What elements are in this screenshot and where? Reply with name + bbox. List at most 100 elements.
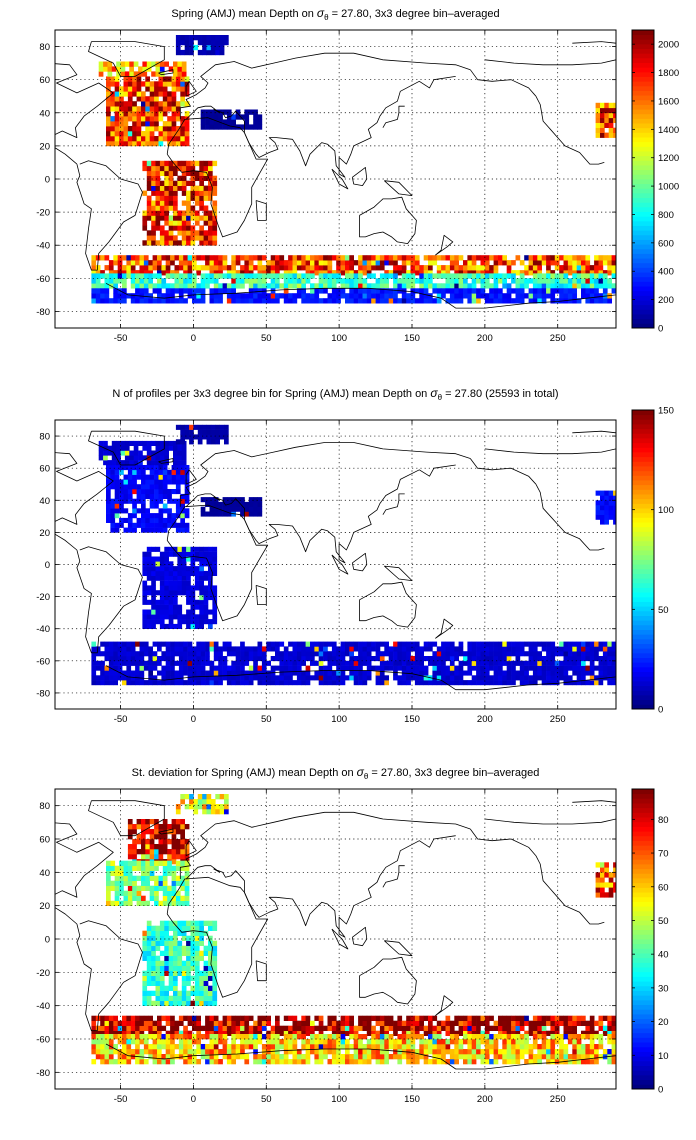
bin-cell — [515, 660, 521, 666]
bin-cell — [511, 1025, 516, 1031]
bin-cell — [541, 675, 547, 681]
bin-cell — [180, 854, 185, 860]
bin-cell — [340, 288, 346, 294]
bin-cell — [159, 230, 165, 236]
y-tick-label: 0 — [45, 560, 50, 571]
bin-cell — [340, 660, 346, 666]
bin-cell — [248, 665, 254, 671]
bin-cell — [244, 119, 250, 125]
bin-cell — [145, 484, 150, 490]
bin-cell — [301, 1020, 306, 1026]
bin-cell — [212, 970, 218, 976]
bin-cell — [353, 1044, 359, 1050]
bin-cell — [126, 665, 132, 671]
bin-cell — [388, 1044, 394, 1050]
bin-cell — [224, 439, 229, 445]
bin-cell — [135, 651, 140, 657]
bin-cell — [151, 61, 156, 67]
bin-cell — [192, 1015, 197, 1021]
bin-cell — [130, 298, 136, 304]
bin-cell — [283, 1059, 289, 1065]
bin-cell — [162, 91, 168, 97]
bin-cell — [175, 49, 181, 56]
bin-cell — [171, 880, 177, 886]
bin-cell — [171, 498, 177, 504]
bin-cell — [222, 660, 228, 666]
bin-cell — [168, 180, 174, 186]
bin-cell — [261, 270, 267, 276]
bin-cell — [154, 854, 159, 860]
bin-cell — [244, 1039, 250, 1045]
bin-cell — [336, 680, 341, 686]
bin-cell — [190, 570, 196, 576]
bin-cell — [502, 641, 507, 647]
bin-cell — [142, 190, 148, 196]
bin-cell — [436, 1020, 442, 1026]
bin-cell — [235, 680, 241, 686]
bin-cell — [213, 501, 219, 507]
bin-cell — [104, 298, 110, 304]
bin-cell — [173, 440, 178, 446]
bin-cell — [248, 270, 254, 276]
y-tick-label: -60 — [36, 656, 50, 667]
bin-cell — [449, 651, 455, 657]
bin-cell — [206, 434, 212, 440]
bin-cell — [100, 1015, 105, 1021]
bin-cell — [146, 175, 152, 181]
bin-cell — [127, 116, 133, 122]
bin-cell — [226, 1059, 232, 1065]
bin-cell — [519, 293, 525, 299]
bin-cell — [126, 273, 132, 279]
bin-cell — [331, 675, 337, 681]
bin-cell — [283, 1015, 289, 1021]
bin-cell — [428, 1015, 433, 1021]
bin-cell — [226, 288, 232, 294]
bin-cell — [397, 1020, 403, 1026]
bin-cell — [184, 885, 190, 891]
bin-cell — [212, 585, 218, 591]
bin-cell — [203, 170, 209, 176]
bin-cell — [170, 1039, 175, 1045]
bin-cell — [155, 200, 161, 206]
bin-cell — [541, 680, 547, 686]
bin-cell — [180, 517, 185, 523]
bin-cell — [511, 1054, 516, 1060]
bin-cell — [194, 215, 200, 221]
bin-cell — [167, 517, 172, 523]
bin-cell — [114, 484, 120, 490]
bin-cell — [157, 660, 162, 666]
bin-cell — [152, 298, 158, 304]
bin-cell — [177, 580, 183, 586]
bin-cell — [248, 675, 254, 681]
bin-cell — [151, 180, 156, 186]
bin-cell — [151, 440, 156, 446]
bin-cell — [353, 641, 359, 647]
bin-cell — [210, 424, 216, 430]
bin-cell — [275, 283, 280, 289]
bin-cell — [194, 975, 200, 981]
bin-cell — [180, 86, 185, 92]
bin-cell — [141, 498, 146, 504]
bin-cell — [139, 1025, 145, 1031]
bin-cell — [171, 126, 177, 132]
bin-cell — [301, 1025, 306, 1031]
bin-cell — [537, 1025, 542, 1031]
bin-cell — [127, 111, 133, 117]
bin-cell — [613, 127, 616, 133]
bin-cell — [177, 561, 183, 567]
bin-cell — [428, 283, 433, 289]
bin-cell — [184, 479, 190, 485]
bin-cell — [106, 890, 111, 896]
bin-cell — [266, 1020, 271, 1026]
bin-cell — [393, 298, 398, 304]
y-tick-label: 80 — [39, 432, 50, 443]
bin-cell — [371, 665, 376, 671]
bin-cell — [205, 1030, 210, 1036]
bin-cell — [155, 975, 161, 981]
bin-cell — [576, 260, 582, 266]
bin-cell — [480, 260, 486, 266]
bin-cell — [149, 86, 155, 92]
bin-cell — [199, 590, 204, 596]
bin-cell — [175, 424, 181, 430]
bin-cell — [208, 551, 213, 557]
